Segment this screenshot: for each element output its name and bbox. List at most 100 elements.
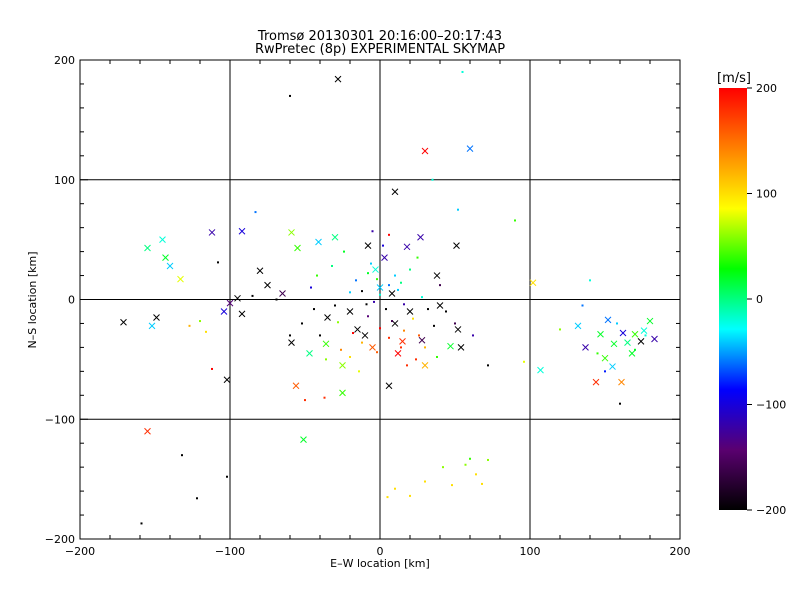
colorbar-ticks: 200 100 0 −100 −200	[747, 82, 786, 517]
data-point-dot	[386, 496, 389, 499]
data-point-cross	[324, 314, 331, 321]
data-point-dot	[226, 475, 228, 478]
data-point-cross	[315, 238, 322, 246]
data-point-cross	[288, 339, 295, 346]
data-point-dot	[424, 346, 426, 349]
data-point-cross	[601, 354, 609, 362]
data-point-dot	[439, 284, 441, 287]
data-point-dot	[365, 303, 368, 306]
data-point-cross	[361, 332, 369, 339]
data-point-dot	[394, 487, 396, 490]
data-point-cross	[300, 436, 307, 443]
data-point-dot	[464, 463, 467, 466]
data-point-dot	[217, 261, 219, 264]
data-point-dot	[188, 324, 191, 327]
data-point-cross	[391, 188, 399, 196]
data-point-dot	[445, 310, 447, 313]
data-point-dot	[400, 281, 402, 284]
data-point-cross	[418, 336, 426, 344]
data-point-cross	[346, 308, 354, 315]
y-tick-label: 0	[68, 294, 75, 307]
data-point-cross	[288, 229, 295, 236]
data-point-cross	[331, 233, 339, 241]
x-tick-label: 0	[377, 545, 384, 558]
x-tick-label: −100	[215, 545, 245, 558]
data-point-cross	[159, 236, 166, 243]
data-point-dot	[418, 334, 420, 337]
data-point-dot	[616, 322, 618, 325]
data-point-cross	[234, 294, 241, 302]
data-point-dot	[376, 278, 378, 281]
plot-frame	[79, 59, 681, 540]
data-point-dot	[379, 327, 381, 330]
data-point-dot	[319, 334, 321, 337]
data-point-dot	[409, 494, 411, 497]
data-point-dot	[379, 293, 381, 296]
data-point-dot	[475, 473, 477, 476]
data-point-dot	[340, 348, 342, 351]
data-point-cross	[631, 330, 639, 338]
data-point-cross	[399, 338, 406, 345]
grid-lines	[80, 60, 680, 539]
data-point-dot	[181, 454, 183, 457]
data-point-cross	[354, 326, 361, 333]
data-point-dot	[487, 364, 489, 367]
data-point-dot	[199, 320, 201, 323]
data-point-cross	[624, 339, 631, 346]
data-point-dot	[619, 402, 621, 405]
data-point-cross	[618, 378, 625, 386]
data-point-dot	[376, 351, 378, 354]
data-point-cross	[153, 314, 160, 321]
x-tick-label: 200	[670, 545, 691, 558]
data-point-dot	[581, 304, 584, 307]
data-point-dot	[370, 262, 372, 265]
data-point-dot	[457, 208, 459, 211]
data-point-dot	[415, 358, 417, 361]
data-point-dot	[400, 346, 402, 349]
y-axis-label: N–S location [km]	[26, 251, 39, 348]
data-point-cross	[226, 299, 234, 307]
data-point-cross	[334, 75, 342, 83]
y-tick-label: −200	[45, 533, 75, 546]
y-tick-label: 100	[54, 174, 75, 187]
data-point-dot	[421, 296, 423, 299]
data-point-dot	[436, 355, 438, 358]
data-point-cross	[403, 243, 411, 251]
y-tick-label: 200	[54, 54, 75, 67]
data-point-dot	[313, 308, 315, 311]
data-point-cross	[406, 308, 414, 315]
data-point-dot	[451, 484, 453, 487]
data-point-dot	[196, 497, 198, 500]
data-point-cross	[120, 318, 127, 326]
data-point-cross	[529, 279, 537, 287]
data-point-dot	[412, 317, 414, 320]
data-point-dot	[388, 336, 390, 339]
data-point-dot	[634, 348, 636, 351]
data-point-dot	[289, 334, 291, 337]
data-point-dot	[289, 94, 291, 97]
data-point-cross	[294, 244, 301, 252]
data-point-cross	[574, 322, 582, 330]
chart-title: Tromsø 20130301 20:16:00–20:17:43	[257, 29, 502, 44]
data-point-cross	[264, 281, 271, 289]
x-tick-label: 100	[520, 545, 541, 558]
x-tick-label: −200	[65, 545, 95, 558]
data-point-cross	[582, 344, 589, 351]
data-point-cross	[640, 327, 648, 334]
data-point-dot	[251, 294, 254, 297]
data-point-dot	[472, 334, 474, 337]
tick-labels: −200 −100 0 100 200 200 100 0 −100 −200	[45, 54, 691, 558]
data-point-dot	[431, 178, 434, 181]
data-point-cross	[376, 284, 384, 291]
data-point-cross	[454, 326, 462, 333]
data-point-cross	[238, 227, 246, 235]
data-point-dot	[373, 300, 375, 303]
data-point-cross	[372, 266, 379, 273]
data-point-cross	[537, 366, 544, 374]
data-point-dot	[481, 482, 483, 485]
colorbar	[719, 88, 747, 510]
data-point-dot	[358, 370, 360, 373]
data-point-dot	[644, 334, 647, 337]
data-point-dot	[352, 332, 354, 335]
data-point-dot	[349, 355, 351, 358]
